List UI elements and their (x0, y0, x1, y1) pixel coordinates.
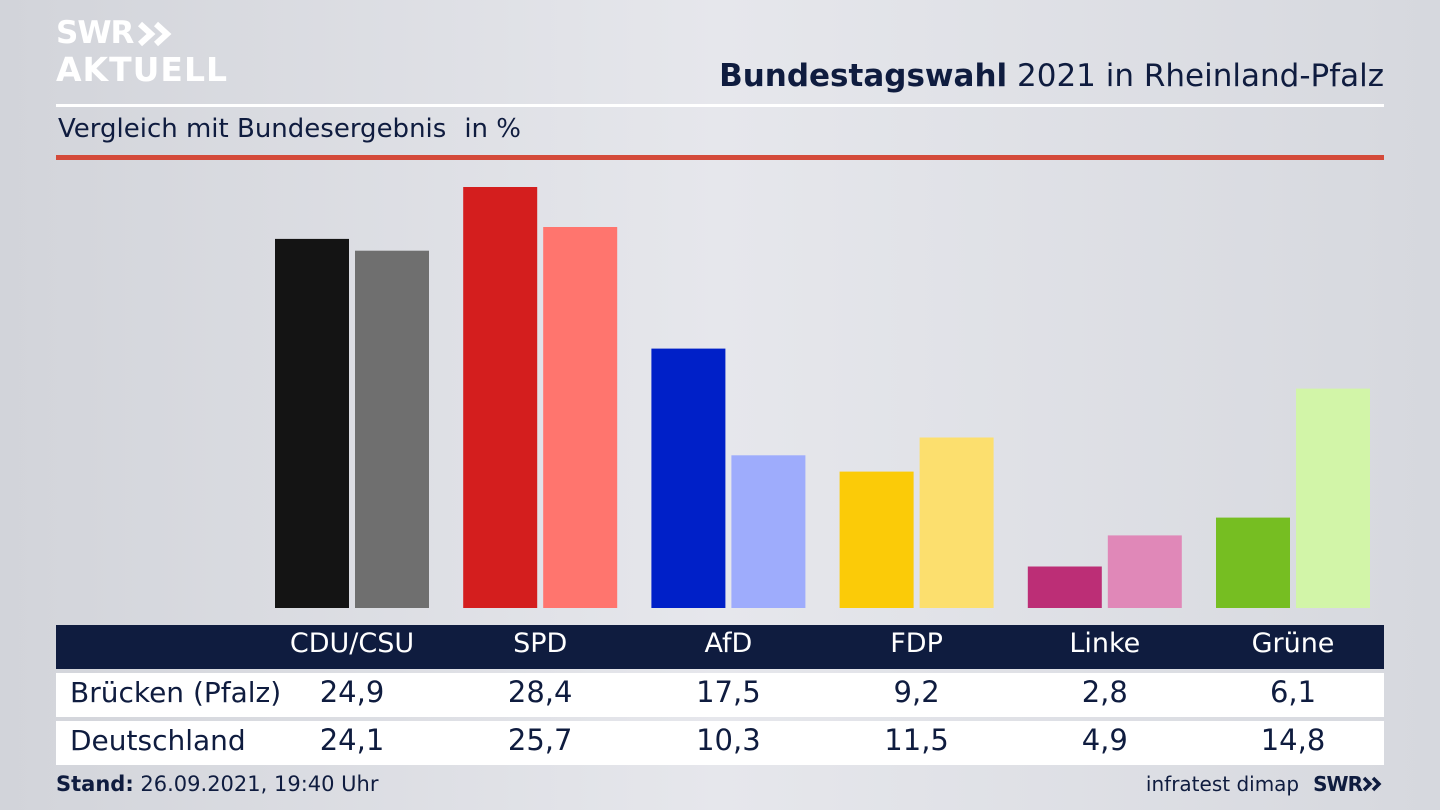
party-label: Grüne (1251, 628, 1335, 659)
value-national: 11,5 (884, 723, 949, 757)
double-chevron-icon (1362, 776, 1382, 792)
accent-divider (56, 155, 1384, 160)
bar-afd-national (731, 455, 806, 608)
bar-cdu-csu-local (275, 238, 349, 608)
stand-label: Stand: (56, 772, 134, 796)
party-label: AfD (704, 628, 753, 659)
value-local: 28,4 (507, 675, 573, 709)
swr-brand: SWR (1313, 772, 1384, 796)
party-label: FDP (890, 628, 943, 659)
source-label: infratest dimap (1145, 772, 1300, 796)
party-label: CDU/CSU (289, 628, 415, 659)
bar-spd-local (463, 187, 538, 608)
timestamp: Stand: 26.09.2021, 19:40 Uhr (56, 772, 379, 796)
value-local: 2,8 (1081, 675, 1128, 709)
value-local: 9,2 (893, 675, 940, 709)
table-header: CDU/CSU SPD AfD FDP Linke Grüne (56, 625, 1384, 669)
page-title: Bundestagswahl 2021 in Rheinland-Pfalz (719, 58, 1384, 94)
chart-subtitle: Vergleich mit Bundesergebnis in % (58, 114, 521, 144)
row-label-local: Brücken (Pfalz) (70, 676, 282, 709)
value-national: 24,1 (319, 723, 385, 757)
logo-text-aktuell: AKTUELL (56, 50, 229, 89)
party-label: Linke (1069, 628, 1141, 659)
bar-gr-ne-national (1296, 388, 1370, 608)
value-national: 14,8 (1260, 723, 1326, 757)
value-local: 24,9 (319, 675, 385, 709)
subtitle-text: Vergleich mit Bundesergebnis (58, 114, 447, 144)
bar-linke-local (1027, 566, 1102, 608)
bar-afd-local (651, 348, 726, 608)
stand-value: 26.09.2021, 19:40 Uhr (133, 772, 379, 796)
page-title-bold: Bundestagswahl (719, 58, 1008, 94)
page-title-rest: 2021 in Rheinland-Pfalz (1007, 58, 1384, 94)
bar-gr-ne-local (1216, 517, 1290, 608)
logo-text-swr: SWR (56, 15, 134, 51)
value-national: 25,7 (507, 723, 573, 757)
row-label-national: Deutschland (70, 724, 246, 757)
swr-brand-text: SWR (1313, 772, 1363, 796)
results-table: CDU/CSU SPD AfD FDP Linke Grüne Brücken (Pfal… (56, 625, 1384, 765)
value-national: 10,3 (696, 723, 761, 757)
table-row-local: Brücken (Pfalz) 24,9 28,4 17,5 9,2 2,8 6,1 (56, 673, 1384, 717)
party-label: SPD (513, 628, 568, 659)
value-local: 6,1 (1269, 675, 1317, 709)
bar-linke-national (1107, 535, 1182, 608)
table-row-national: Deutschland 24,1 25,7 10,3 11,5 4,9 14,8 (56, 721, 1384, 765)
bar-chart (275, 187, 1370, 608)
double-chevron-icon (138, 21, 172, 46)
value-national: 4,9 (1081, 723, 1128, 757)
swr-aktuell-logo: SWR AKTUELL (56, 15, 229, 89)
bar-fdp-local (839, 471, 914, 608)
bar-fdp-national (919, 437, 994, 608)
header-divider (56, 104, 1384, 107)
value-local: 17,5 (696, 675, 761, 709)
source-credit: infratest dimap SWR (1146, 772, 1384, 796)
bar-spd-national (543, 227, 618, 608)
unit-label: in % (464, 114, 521, 144)
bar-cdu-csu-national (355, 250, 429, 608)
